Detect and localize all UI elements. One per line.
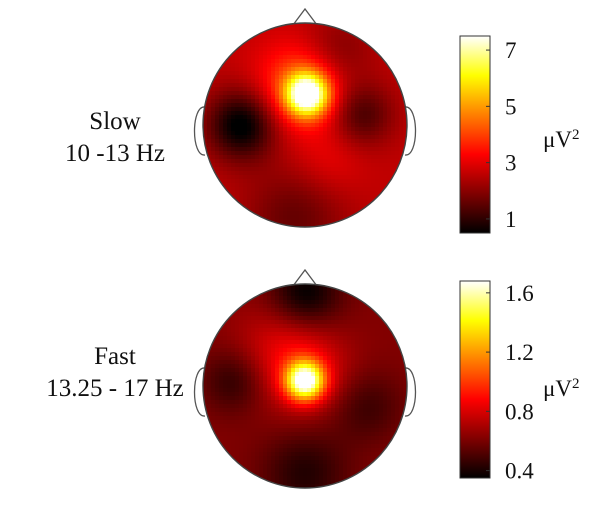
colorbar-tick-label: 5 xyxy=(505,94,517,119)
left-ear-outline xyxy=(193,367,206,417)
colorbar: 7 5 3 1 xyxy=(459,35,517,234)
scalp-map xyxy=(193,7,417,228)
left-ear-outline xyxy=(193,106,206,156)
colorbar-tick-label: 0.8 xyxy=(505,399,534,424)
nose-outline xyxy=(292,7,318,26)
band-range: 13.25 - 17 Hz xyxy=(46,375,184,402)
right-ear-outline xyxy=(404,106,417,156)
unit-label: μV2 xyxy=(543,127,580,152)
right-ear-outline xyxy=(404,367,417,417)
band-label: Fast 13.25 - 17 Hz xyxy=(40,341,190,405)
band-name: Fast xyxy=(94,343,136,370)
colorbar-tick-label: 3 xyxy=(505,151,517,176)
nose-outline xyxy=(292,268,318,287)
colorbar-tick-label: 7 xyxy=(505,38,517,63)
scalp-outline xyxy=(202,283,408,489)
band-label: Slow 10 -13 Hz xyxy=(40,106,190,170)
scalp-map xyxy=(193,268,417,489)
topomap-panel-slow: Slow 10 -13 Hz 7 5 3 1 μV2 xyxy=(0,0,605,245)
colorbar-tick-label: 1.6 xyxy=(505,281,534,306)
colorbar-tick-label: 0.4 xyxy=(505,459,534,484)
unit-label: μV2 xyxy=(543,376,580,401)
topography-field xyxy=(203,23,407,227)
colorbar-tick-label: 1 xyxy=(505,207,517,232)
colorbar-tick-label: 1.2 xyxy=(505,340,534,365)
scalp-outline xyxy=(202,22,408,228)
topomap-panel-fast: Fast 13.25 - 17 Hz 1.6 1.2 0.8 0.4 μV2 xyxy=(0,245,605,490)
colorbar: 1.6 1.2 0.8 0.4 xyxy=(459,280,534,484)
colorbar-gradient xyxy=(459,35,491,234)
band-range: 10 -13 Hz xyxy=(65,140,165,167)
colorbar-gradient xyxy=(459,280,491,479)
band-name: Slow xyxy=(89,108,141,135)
